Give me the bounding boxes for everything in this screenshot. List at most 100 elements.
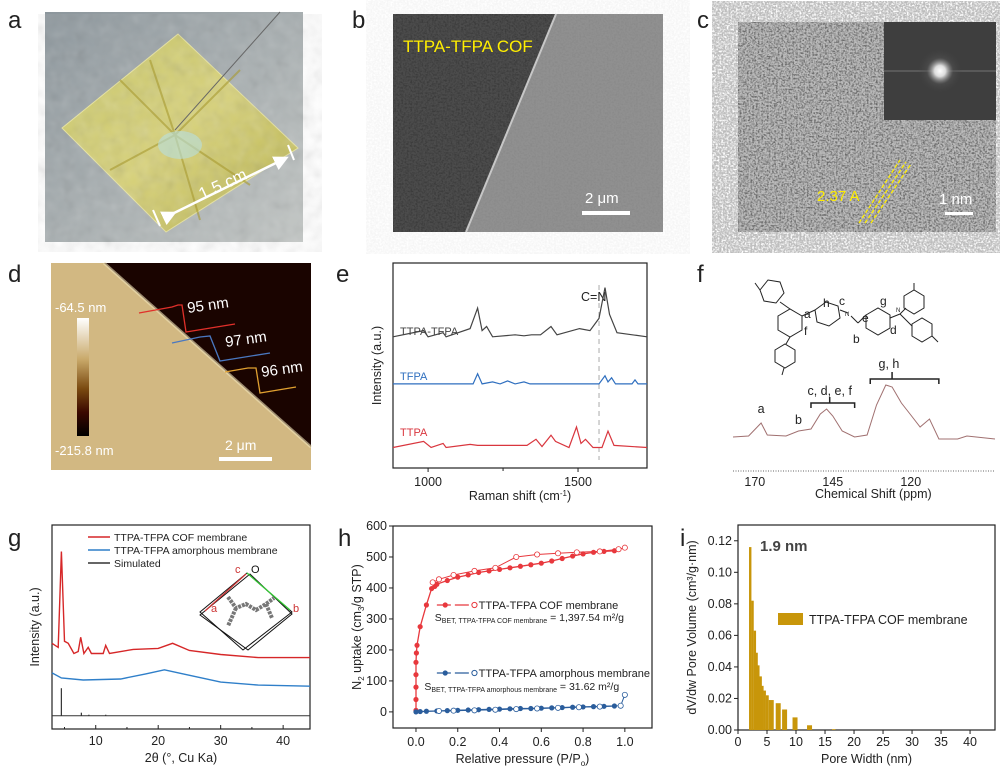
desorption-point	[471, 707, 478, 714]
legend-swatch	[778, 613, 803, 625]
bar	[757, 665, 760, 730]
adsorption-point	[465, 707, 471, 713]
legend-label: TTPA-TFPA amorphous membrane	[114, 545, 278, 557]
desorption-point	[621, 691, 628, 698]
adsorption-point	[507, 565, 513, 571]
svg-text:e: e	[862, 311, 869, 325]
adsorption-point	[486, 706, 492, 713]
x-axis-label: Raman shift (cm-1)	[469, 489, 571, 504]
adsorption-point	[507, 706, 513, 712]
adsorption-point	[590, 704, 597, 710]
adsorption-point	[590, 549, 597, 555]
bar	[753, 630, 757, 730]
desorption-point	[555, 550, 562, 557]
desorption-point	[617, 702, 624, 709]
series-line-ttpa	[392, 425, 648, 449]
adsorption-point	[528, 562, 534, 568]
nmr-spectrum-line	[732, 384, 996, 440]
x-tick-label: 40	[963, 735, 977, 749]
adsorption-point	[455, 707, 461, 713]
x-tick-label: 1000	[414, 475, 442, 489]
peak-label-cdef: c, d, e, f	[807, 384, 852, 398]
legend-label: Simulated	[114, 558, 161, 570]
x-tick-label: 1500	[564, 475, 592, 489]
bar	[749, 547, 752, 730]
svg-text:h: h	[823, 296, 830, 310]
x-tick-label: 30	[905, 735, 919, 749]
peak-label-b: b	[795, 413, 802, 427]
cn-annotation: C=N	[581, 290, 606, 304]
x-axis-label: 2θ (°, Cu Ka)	[145, 751, 217, 765]
axis-label-a: a	[211, 603, 218, 615]
desorption-point	[615, 546, 622, 553]
svg-text:a: a	[804, 307, 811, 321]
legend-marker-filled	[442, 670, 448, 676]
series-line-tfpa	[393, 372, 647, 385]
series-label: TTPA-TFPA	[400, 326, 459, 338]
series-label: TFPA	[400, 371, 428, 383]
svg-text:b: b	[853, 332, 860, 346]
bar	[768, 700, 774, 730]
panel-h-isotherm-chart: 0.0 0.2 0.4 0.6 0.8 1.0 0 100 200 300 400 500 600 TTP…	[350, 519, 653, 768]
adsorption-point	[417, 624, 423, 630]
adsorption-point	[465, 572, 471, 578]
panel-letter-c: c	[697, 7, 709, 34]
scale-bar	[582, 211, 630, 215]
bet-annotation: SBET, TTPA-TFPA COF membrane = 1,397.54 …	[435, 612, 624, 625]
svg-text:g: g	[880, 294, 887, 308]
y-tick-label: 600	[366, 519, 387, 533]
adsorption-point	[413, 659, 419, 665]
panel-f-chemical-structure	[754, 279, 939, 376]
svg-text:N: N	[845, 312, 849, 318]
panel-c-hrtem-image: 2.37 A 1 nm	[738, 22, 996, 232]
desorption-point	[575, 704, 582, 711]
scale-bar	[219, 457, 272, 461]
y-tick-label: 300	[366, 612, 387, 626]
panel-letter-f: f	[697, 261, 704, 288]
y-axis-label: N2 uptake (cm3/g STP)	[350, 564, 366, 690]
y-tick-label: 500	[366, 550, 387, 564]
y-tick-label: 0.12	[708, 534, 732, 548]
desorption-point	[596, 703, 603, 710]
bar	[792, 717, 798, 730]
x-tick-label: 0.4	[491, 735, 508, 749]
desorption-point	[513, 553, 520, 560]
series-line-cof	[51, 551, 310, 659]
legend-marker-filled	[442, 602, 448, 608]
panel-letter-d: d	[8, 261, 21, 288]
colorbar	[77, 318, 89, 436]
legend-label: TTPA-TFPA amorphous membrane	[479, 668, 650, 680]
adsorption-point	[601, 548, 607, 555]
adsorption-point	[486, 568, 492, 574]
bar	[782, 709, 788, 730]
desorption-point	[429, 579, 436, 586]
plot-frame	[392, 525, 653, 729]
svg-text:d: d	[890, 323, 897, 337]
desorption-point	[492, 706, 499, 713]
adsorption-point	[601, 703, 607, 709]
legend-label: TTPA-TFPA COF membrane	[114, 532, 247, 544]
bar	[831, 729, 836, 730]
x-tick-label: 10	[89, 734, 103, 748]
plot-frame	[392, 262, 648, 469]
bracket-gh	[869, 372, 940, 384]
legend-label: TTPA-TFPA COF membrane	[479, 600, 619, 612]
svg-text:N: N	[896, 308, 900, 314]
step-label-3: 96 nm	[260, 358, 304, 381]
axis-label-b: b	[293, 603, 299, 615]
peak-label-gh: g, h	[879, 357, 900, 371]
x-axis-label: Pore Width (nm)	[821, 752, 912, 766]
x-tick-label: 40	[276, 734, 290, 748]
x-axis-label: Chemical Shift (ppm)	[815, 487, 932, 501]
scale-arrow	[159, 156, 289, 226]
x-tick-label: 15	[818, 735, 832, 749]
y-tick-label: 0.00	[708, 723, 732, 737]
y-tick-label: 200	[366, 643, 387, 657]
adsorption-point	[444, 708, 450, 714]
panel-g-xrd-chart: 10 20 30 40 TTPA-TFPA COF membraneTTPA-TFPA …	[28, 524, 311, 765]
adsorption-point	[413, 696, 419, 703]
desorption-point	[450, 571, 457, 578]
bar	[765, 695, 769, 730]
height-profile-3	[224, 367, 297, 394]
